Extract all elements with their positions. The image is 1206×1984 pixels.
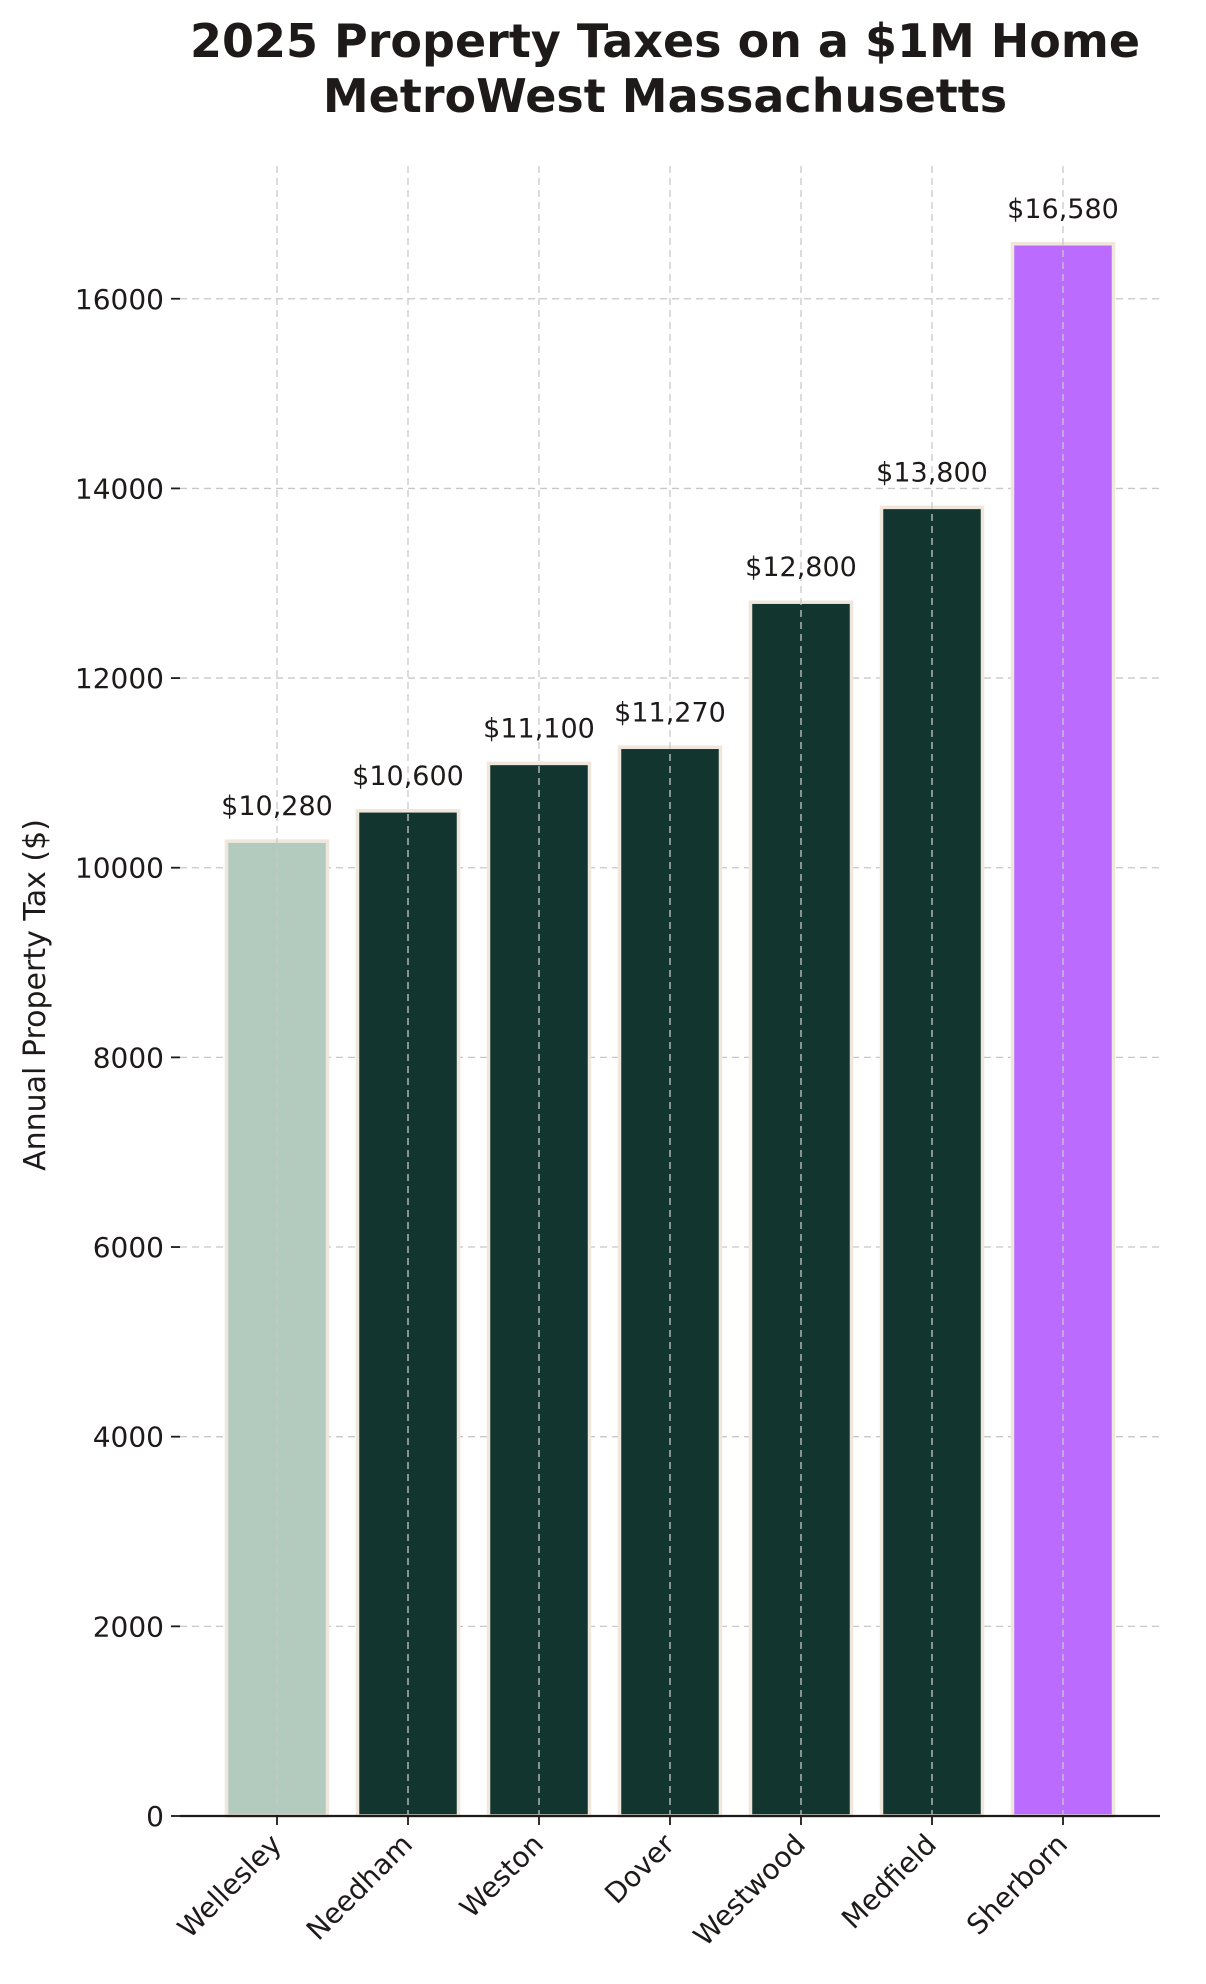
data-label: $12,800 [745, 552, 857, 583]
y-tick-label: 14000 [75, 472, 164, 505]
y-tick-label: 4000 [93, 1421, 164, 1454]
x-tick-label: Dover [598, 1827, 681, 1910]
data-label: $10,280 [221, 791, 333, 822]
y-axis-label: Annual Property Tax ($) [18, 819, 53, 1171]
axis-layer [171, 297, 1160, 1825]
chart-title-line-1: 2025 Property Taxes on a $1M Home [190, 14, 1140, 68]
y-tick-label: 10000 [75, 852, 164, 885]
data-label: $11,270 [614, 697, 726, 728]
chart-title-line-2: MetroWest Massachusetts [323, 69, 1007, 123]
data-label: $13,800 [876, 457, 988, 488]
x-tick-label: Medfield [835, 1828, 943, 1936]
x-tick-label: Weston [453, 1828, 550, 1925]
data-label: $16,580 [1007, 194, 1119, 225]
bar-wellesley [224, 839, 330, 1818]
grid-layer [180, 298, 1160, 1627]
data-label: $11,100 [483, 713, 595, 744]
y-tick-label: 6000 [93, 1231, 164, 1264]
y-tick-label: 16000 [75, 283, 164, 316]
x-tick-label: Westwood [687, 1828, 812, 1953]
y-tick-label: 8000 [93, 1041, 164, 1074]
y-tick-label: 0 [146, 1800, 164, 1833]
x-tick-label: Sherborn [960, 1828, 1074, 1942]
data-label: $10,600 [352, 761, 464, 792]
y-tick-label: 2000 [93, 1610, 164, 1643]
x-grid-layer [276, 166, 1064, 1816]
y-tick-label: 12000 [75, 662, 164, 695]
x-tick-label: Needham [300, 1828, 419, 1947]
x-tick-label: Wellesley [171, 1828, 288, 1945]
